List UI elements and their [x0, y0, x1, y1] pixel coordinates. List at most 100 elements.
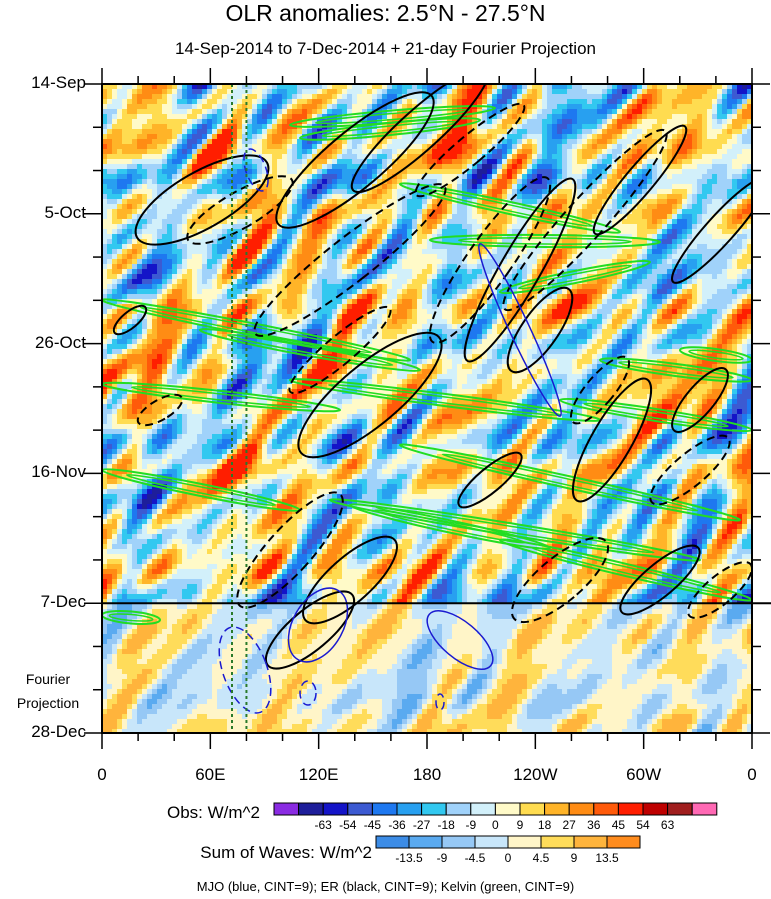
field-cell — [397, 144, 403, 150]
field-cell — [477, 129, 483, 135]
field-cell — [617, 214, 623, 220]
field-cell — [327, 199, 333, 205]
field-cell — [457, 259, 463, 265]
field-cell — [687, 234, 693, 240]
field-cell — [622, 164, 628, 170]
field-cell — [182, 249, 188, 255]
field-cell — [342, 109, 348, 115]
field-cell — [197, 104, 203, 110]
field-cell — [607, 99, 613, 105]
field-cell — [697, 129, 703, 135]
field-cell — [542, 269, 548, 275]
field-cell — [202, 129, 208, 135]
field-cell — [737, 254, 743, 260]
field-cell — [432, 144, 438, 150]
field-cell — [102, 109, 108, 115]
field-cell — [107, 129, 113, 135]
field-cell — [242, 119, 248, 125]
field-cell — [487, 94, 493, 100]
field-cell — [247, 99, 253, 105]
field-cell — [707, 189, 713, 195]
field-cell — [212, 274, 218, 280]
field-cell — [187, 149, 193, 155]
field-cell — [667, 249, 673, 255]
field-cell — [642, 124, 648, 130]
field-cell — [232, 89, 238, 95]
field-cell — [262, 219, 268, 225]
field-cell — [692, 179, 698, 185]
field-cell — [667, 224, 673, 230]
field-cell — [237, 134, 243, 140]
field-cell — [187, 229, 193, 235]
field-cell — [277, 99, 283, 105]
field-cell — [172, 119, 178, 125]
field-cell — [732, 229, 738, 235]
field-cell — [182, 94, 188, 100]
field-cell — [627, 84, 633, 90]
field-cell — [527, 89, 533, 95]
field-cell — [137, 129, 143, 135]
field-cell — [232, 119, 238, 125]
field-cell — [412, 239, 418, 245]
field-cell — [537, 94, 543, 100]
field-cell — [637, 99, 643, 105]
field-cell — [732, 269, 738, 275]
field-cell — [127, 129, 133, 135]
field-cell — [132, 84, 138, 90]
field-cell — [337, 174, 343, 180]
field-cell — [682, 269, 688, 275]
field-cell — [642, 154, 648, 160]
field-cell — [107, 119, 113, 125]
field-cell — [317, 84, 323, 90]
field-cell — [257, 94, 263, 100]
field-cell — [427, 169, 433, 175]
field-cell — [407, 249, 413, 255]
field-cell — [302, 259, 308, 265]
field-cell — [497, 84, 503, 90]
field-cell — [157, 199, 163, 205]
field-cell — [202, 209, 208, 215]
field-cell — [597, 169, 603, 175]
field-cell — [212, 219, 218, 225]
field-cell — [237, 259, 243, 265]
field-cell — [432, 229, 438, 235]
field-cell — [612, 179, 618, 185]
field-cell — [452, 204, 458, 210]
field-cell — [707, 179, 713, 185]
field-cell — [152, 199, 158, 205]
field-cell — [647, 224, 653, 230]
field-cell — [582, 184, 588, 190]
field-cell — [517, 224, 523, 230]
field-cell — [197, 249, 203, 255]
field-cell — [142, 99, 148, 105]
field-cell — [147, 109, 153, 115]
field-cell — [717, 174, 723, 180]
field-cell — [497, 119, 503, 125]
field-cell — [552, 159, 558, 165]
field-cell — [227, 169, 233, 175]
field-cell — [107, 194, 113, 200]
field-cell — [462, 129, 468, 135]
field-cell — [587, 174, 593, 180]
field-cell — [332, 274, 338, 280]
field-cell — [357, 199, 363, 205]
field-cell — [262, 134, 268, 140]
field-cell — [677, 219, 683, 225]
field-cell — [312, 209, 318, 215]
field-cell — [657, 159, 663, 165]
field-cell — [152, 264, 158, 270]
field-cell — [152, 169, 158, 175]
field-cell — [382, 189, 388, 195]
field-cell — [162, 269, 168, 275]
field-cell — [157, 209, 163, 215]
field-cell — [347, 144, 353, 150]
field-cell — [462, 144, 468, 150]
field-cell — [532, 134, 538, 140]
field-cell — [702, 94, 708, 100]
field-cell — [157, 149, 163, 155]
field-cell — [732, 144, 738, 150]
field-cell — [692, 254, 698, 260]
field-cell — [537, 229, 543, 235]
field-cell — [157, 154, 163, 160]
field-cell — [112, 159, 118, 165]
